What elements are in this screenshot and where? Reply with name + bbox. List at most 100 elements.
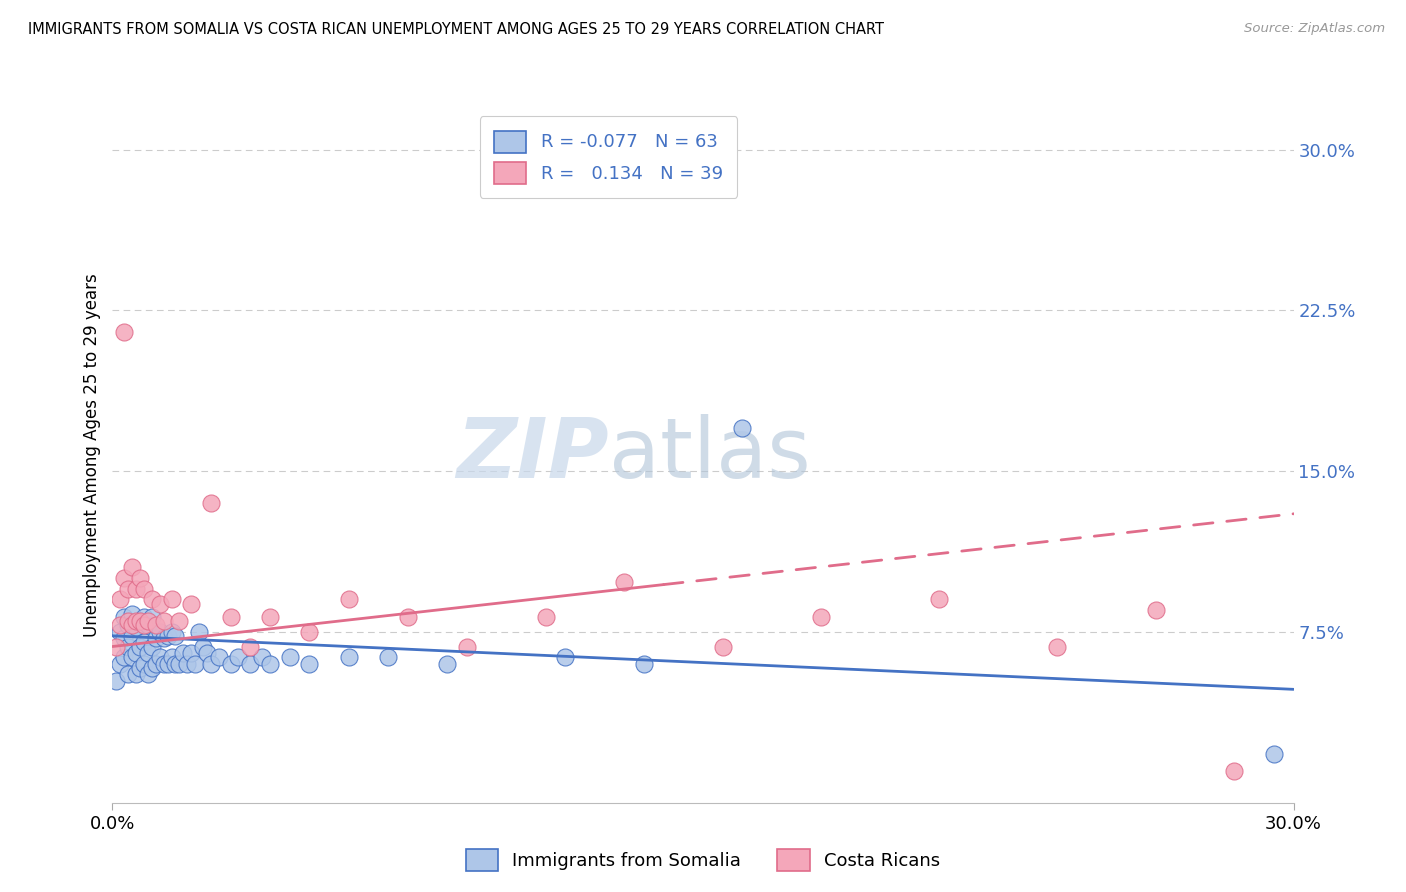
- Point: [112, 650, 135, 665]
- Point: [121, 629, 143, 643]
- Point: [110, 618, 132, 632]
- Point: [117, 618, 139, 632]
- Point: [250, 650, 273, 665]
- Point: [396, 609, 419, 624]
- Point: [121, 618, 143, 632]
- Point: [129, 640, 152, 654]
- Point: [112, 609, 135, 624]
- Point: [105, 640, 128, 654]
- Point: [377, 650, 399, 665]
- Point: [141, 640, 163, 654]
- Point: [711, 640, 734, 654]
- Point: [180, 646, 202, 660]
- Point: [145, 618, 167, 632]
- Point: [141, 609, 163, 624]
- Point: [180, 597, 202, 611]
- Point: [136, 667, 159, 681]
- Point: [160, 624, 183, 639]
- Point: [121, 560, 143, 574]
- Point: [165, 629, 187, 643]
- Point: [136, 646, 159, 660]
- Point: [121, 650, 143, 665]
- Point: [200, 496, 222, 510]
- Point: [129, 614, 152, 628]
- Point: [156, 657, 179, 671]
- Point: [184, 657, 207, 671]
- Point: [117, 667, 139, 681]
- Y-axis label: Unemployment Among Ages 25 to 29 years: Unemployment Among Ages 25 to 29 years: [83, 273, 101, 637]
- Point: [156, 629, 179, 643]
- Point: [165, 657, 187, 671]
- Point: [633, 657, 655, 671]
- Point: [136, 618, 159, 632]
- Point: [132, 582, 155, 596]
- Legend: Immigrants from Somalia, Costa Ricans: Immigrants from Somalia, Costa Ricans: [458, 842, 948, 879]
- Point: [136, 614, 159, 628]
- Point: [117, 582, 139, 596]
- Point: [928, 592, 950, 607]
- Point: [188, 624, 211, 639]
- Point: [110, 624, 132, 639]
- Point: [278, 650, 301, 665]
- Point: [149, 624, 172, 639]
- Point: [160, 650, 183, 665]
- Point: [117, 640, 139, 654]
- Point: [125, 646, 148, 660]
- Point: [169, 657, 191, 671]
- Point: [1144, 603, 1167, 617]
- Point: [145, 657, 167, 671]
- Legend: R = -0.077   N = 63, R =   0.134   N = 39: R = -0.077 N = 63, R = 0.134 N = 39: [479, 116, 738, 198]
- Point: [219, 657, 242, 671]
- Text: atlas: atlas: [609, 415, 810, 495]
- Point: [1263, 747, 1285, 761]
- Point: [239, 640, 262, 654]
- Point: [112, 631, 135, 645]
- Point: [112, 325, 135, 339]
- Point: [1223, 764, 1246, 778]
- Point: [208, 650, 231, 665]
- Point: [337, 650, 360, 665]
- Point: [141, 592, 163, 607]
- Point: [534, 609, 557, 624]
- Point: [298, 657, 321, 671]
- Point: [554, 650, 576, 665]
- Point: [172, 646, 194, 660]
- Point: [125, 614, 148, 628]
- Point: [228, 650, 250, 665]
- Point: [149, 650, 172, 665]
- Point: [132, 609, 155, 624]
- Point: [125, 620, 148, 634]
- Point: [145, 631, 167, 645]
- Point: [436, 657, 458, 671]
- Point: [149, 597, 172, 611]
- Point: [239, 657, 262, 671]
- Point: [613, 575, 636, 590]
- Point: [259, 609, 281, 624]
- Point: [129, 661, 152, 675]
- Text: IMMIGRANTS FROM SOMALIA VS COSTA RICAN UNEMPLOYMENT AMONG AGES 25 TO 29 YEARS CO: IMMIGRANTS FROM SOMALIA VS COSTA RICAN U…: [28, 22, 884, 37]
- Point: [152, 614, 174, 628]
- Point: [337, 592, 360, 607]
- Point: [121, 607, 143, 622]
- Point: [125, 582, 148, 596]
- Point: [200, 657, 222, 671]
- Point: [132, 635, 155, 649]
- Point: [141, 661, 163, 675]
- Point: [731, 421, 754, 435]
- Point: [152, 631, 174, 645]
- Point: [110, 592, 132, 607]
- Point: [169, 614, 191, 628]
- Point: [132, 618, 155, 632]
- Point: [152, 657, 174, 671]
- Point: [112, 571, 135, 585]
- Point: [129, 614, 152, 628]
- Point: [456, 640, 478, 654]
- Point: [160, 592, 183, 607]
- Point: [219, 609, 242, 624]
- Text: Source: ZipAtlas.com: Source: ZipAtlas.com: [1244, 22, 1385, 36]
- Point: [117, 614, 139, 628]
- Point: [105, 673, 128, 688]
- Point: [125, 667, 148, 681]
- Point: [191, 640, 214, 654]
- Point: [195, 646, 218, 660]
